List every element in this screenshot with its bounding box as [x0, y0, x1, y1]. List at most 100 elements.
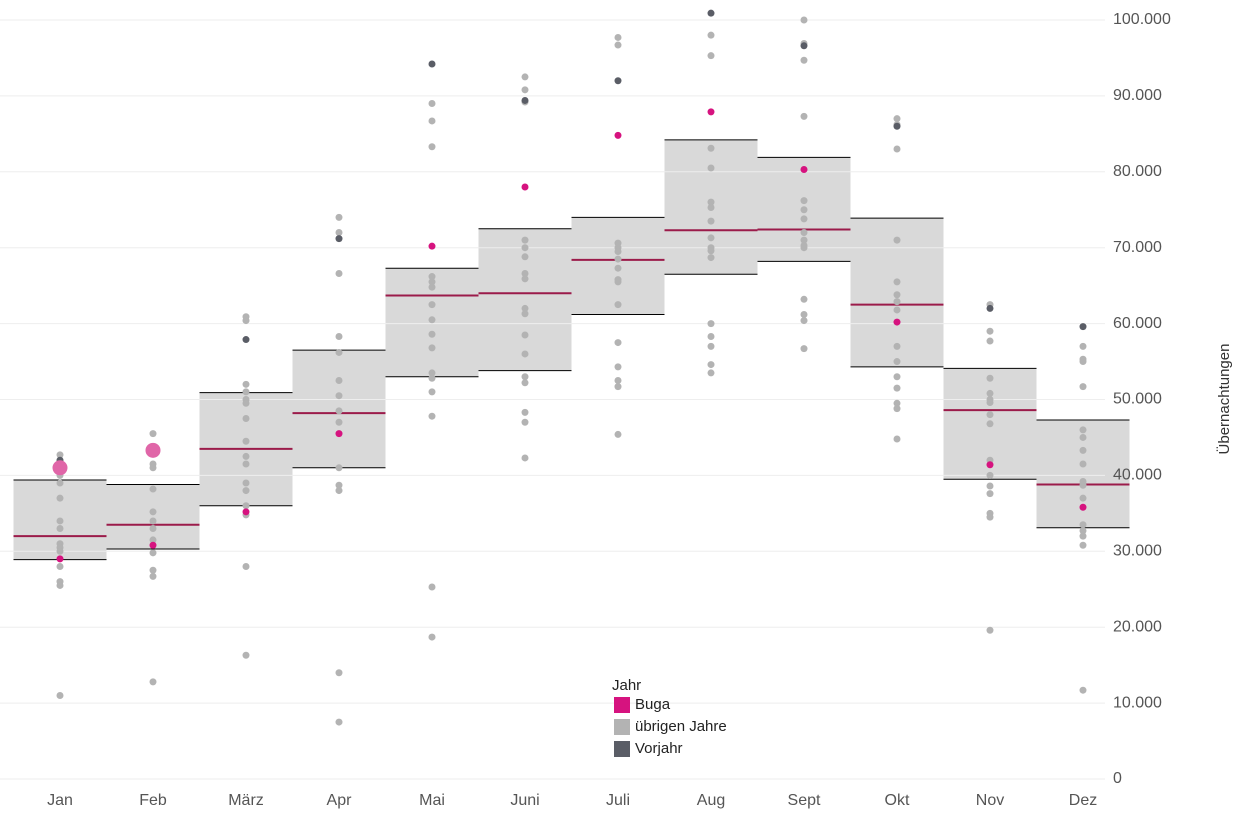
point [614, 77, 622, 85]
point [707, 164, 715, 172]
y-tick-label: 50.000 [1113, 391, 1162, 408]
point [893, 236, 901, 244]
point [335, 235, 343, 243]
point [614, 33, 622, 41]
point [707, 234, 715, 242]
point [893, 384, 901, 392]
point [893, 145, 901, 153]
point [335, 487, 343, 495]
point [893, 115, 901, 123]
point [707, 52, 715, 60]
y-tick-label: 60.000 [1113, 315, 1162, 332]
point [521, 418, 529, 426]
point [521, 350, 529, 358]
x-tick-label: Mai [419, 792, 445, 809]
point [893, 435, 901, 443]
point [56, 692, 64, 700]
point [707, 144, 715, 152]
point [428, 388, 436, 396]
legend-swatch [614, 741, 630, 757]
point [893, 122, 901, 130]
point [428, 633, 436, 641]
point [149, 678, 157, 686]
point [521, 86, 529, 94]
point [149, 549, 157, 557]
point [56, 547, 64, 555]
point [986, 482, 994, 490]
point [56, 555, 64, 563]
x-tick-label: Okt [885, 792, 910, 809]
point [1079, 323, 1087, 331]
point [893, 306, 901, 314]
point [242, 336, 250, 344]
point [1079, 527, 1087, 535]
point [986, 374, 994, 382]
point [149, 541, 157, 549]
x-tick-label: März [228, 792, 264, 809]
point [707, 9, 715, 17]
y-tick-label: 20.000 [1113, 618, 1162, 635]
point [521, 244, 529, 252]
point [893, 373, 901, 381]
point [149, 508, 157, 516]
point [614, 430, 622, 438]
point [335, 718, 343, 726]
point [242, 562, 250, 570]
point [521, 270, 529, 278]
point [800, 244, 808, 252]
point [1079, 503, 1087, 511]
point [428, 330, 436, 338]
x-tick-label: Nov [976, 792, 1004, 809]
point [707, 217, 715, 225]
point [428, 344, 436, 352]
point [521, 183, 529, 191]
box [478, 228, 572, 371]
point [335, 407, 343, 415]
point [707, 254, 715, 262]
point [149, 485, 157, 493]
y-tick-label: 90.000 [1113, 87, 1162, 104]
point [893, 298, 901, 306]
point [242, 487, 250, 495]
point [614, 383, 622, 391]
point [428, 316, 436, 324]
point [800, 112, 808, 120]
y-tick-label: 40.000 [1113, 467, 1162, 484]
point [521, 331, 529, 339]
point [1079, 460, 1087, 468]
point [893, 405, 901, 413]
point [56, 494, 64, 502]
point [800, 295, 808, 303]
point [428, 242, 436, 250]
y-tick-label: 80.000 [1113, 163, 1162, 180]
point [614, 131, 622, 139]
point [800, 206, 808, 214]
point [986, 337, 994, 345]
point [614, 363, 622, 371]
point [614, 339, 622, 347]
x-tick-label: Dez [1069, 792, 1097, 809]
point [1079, 342, 1087, 350]
point [242, 399, 250, 407]
point [1079, 541, 1087, 549]
point [614, 377, 622, 385]
point [614, 255, 622, 263]
point [986, 389, 994, 397]
point [707, 369, 715, 377]
point [1079, 358, 1087, 366]
point [707, 108, 715, 116]
point [1079, 426, 1087, 434]
point [800, 166, 808, 174]
point [428, 278, 436, 286]
legend-swatch [614, 697, 630, 713]
point [335, 348, 343, 356]
point [521, 454, 529, 462]
point [986, 513, 994, 521]
point [800, 236, 808, 244]
point [707, 361, 715, 369]
x-tick-label: Juni [510, 792, 539, 809]
point [242, 502, 250, 510]
point [1079, 383, 1087, 391]
point [335, 481, 343, 489]
point [428, 117, 436, 125]
